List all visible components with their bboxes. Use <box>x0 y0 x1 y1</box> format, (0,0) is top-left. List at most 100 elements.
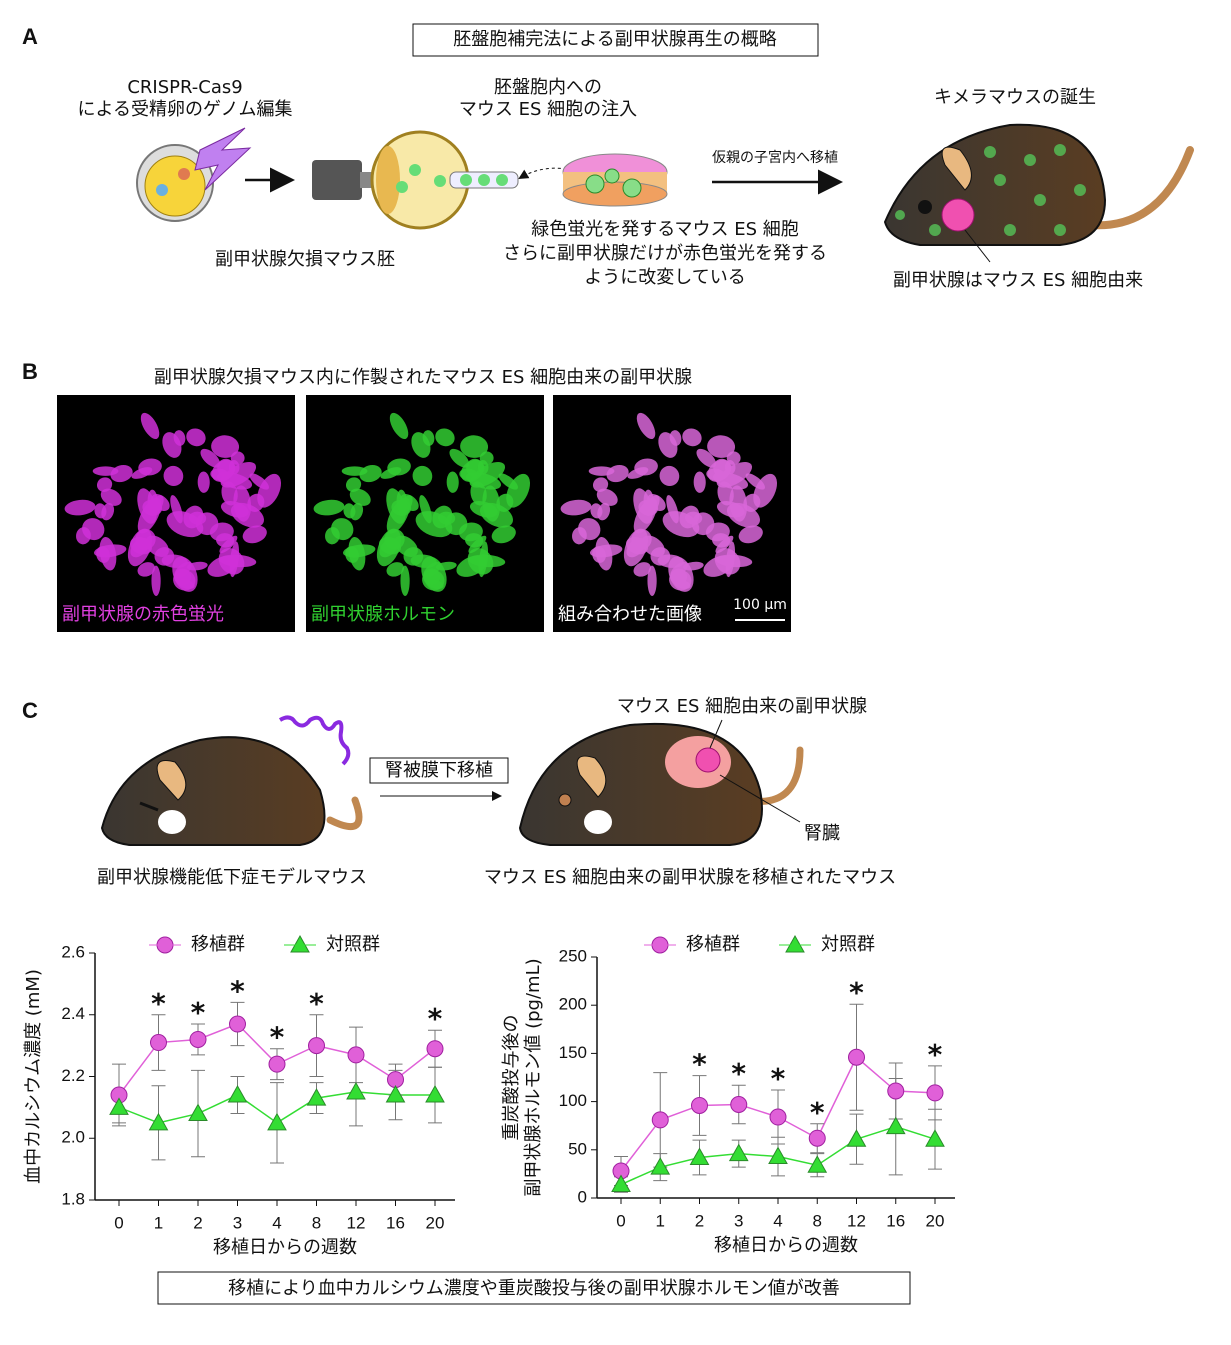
tissue <box>186 428 206 447</box>
marker <box>848 1048 865 1066</box>
tissue <box>151 565 161 597</box>
tissue <box>696 448 717 468</box>
marker <box>689 1147 710 1166</box>
tissue <box>623 528 648 567</box>
marker <box>189 1030 207 1048</box>
significance: * <box>810 1096 825 1129</box>
tissue <box>419 495 432 524</box>
eye <box>139 801 159 812</box>
y-tick-label: 1.8 <box>61 1189 85 1208</box>
tissue <box>682 428 702 447</box>
marker <box>650 1157 671 1175</box>
tissue <box>386 562 405 577</box>
tissue <box>636 412 656 439</box>
lightning <box>194 127 252 191</box>
y-axis-label: 副甲状腺ホルモン値 (pg/mL) <box>523 958 544 1196</box>
tissue <box>92 466 119 476</box>
tissue <box>467 548 494 575</box>
result-label: マウス ES 細胞由来の副甲状腺を移植されたマウス <box>484 866 896 888</box>
tissue <box>588 466 615 476</box>
x-tick-label: 12 <box>847 1211 866 1230</box>
step-label: 胚盤胞内への <box>494 77 602 98</box>
green-spots <box>895 144 1086 236</box>
tissue <box>313 499 345 516</box>
x-tick-label: 20 <box>926 1211 945 1230</box>
x-tick-label: 0 <box>114 1213 123 1232</box>
marker <box>728 1143 749 1162</box>
tissue <box>101 502 115 521</box>
transfer-label: 仮親の子宮内へ移植 <box>712 149 838 166</box>
significance: * <box>692 1048 707 1081</box>
tissue <box>380 467 402 479</box>
x-tick-label: 3 <box>233 1213 242 1232</box>
tissue <box>498 473 518 490</box>
tissue <box>249 473 269 490</box>
x-tick-label: 8 <box>312 1213 321 1232</box>
tissue <box>627 467 649 479</box>
tissue <box>592 546 606 563</box>
tissue <box>127 528 152 567</box>
marker <box>769 1108 787 1126</box>
tissue <box>633 562 652 577</box>
grafted-mouse <box>518 722 763 846</box>
tissue <box>131 467 153 479</box>
marker <box>308 1037 325 1055</box>
panel-letter: A <box>22 24 38 49</box>
tissue <box>396 489 408 515</box>
tissue <box>350 502 364 521</box>
tissue <box>743 493 761 512</box>
x-tick-label: 20 <box>426 1213 445 1232</box>
es-cell <box>434 175 446 187</box>
marker <box>229 1015 246 1033</box>
tissue <box>218 548 245 575</box>
x-tick-label: 3 <box>734 1211 743 1230</box>
y-tick-label: 2.2 <box>61 1066 85 1085</box>
procedure-label: 腎被膜下移植 <box>385 759 493 781</box>
es-cell <box>460 174 472 186</box>
tissue <box>228 460 240 475</box>
eye <box>558 793 572 807</box>
origin-label: 副甲状腺はマウス ES 細胞由来 <box>893 270 1143 291</box>
tissue <box>400 565 410 597</box>
tissue <box>745 473 765 490</box>
y-tick-label: 2.6 <box>61 942 85 961</box>
tissue <box>137 562 156 577</box>
tissue <box>659 465 680 487</box>
tissue <box>496 493 514 512</box>
note: 緑色蛍光を発するマウス ES 細胞 <box>531 219 799 240</box>
marker <box>425 1085 445 1103</box>
tissue <box>460 435 489 458</box>
tissue <box>705 522 730 542</box>
graft-label: マウス ES 細胞由来の副甲状腺 <box>617 696 867 717</box>
note: ように改変している <box>584 267 745 288</box>
tissue <box>666 495 679 524</box>
marker <box>807 1155 828 1173</box>
x-tick-label: 0 <box>616 1211 625 1230</box>
tissue <box>449 448 470 468</box>
tail <box>1086 146 1194 230</box>
step-label: CRISPR-Cas9 <box>127 77 242 98</box>
significance: * <box>230 974 245 1007</box>
y-tick-label: 250 <box>559 946 587 965</box>
parathyroid <box>941 198 975 232</box>
micrographs <box>57 395 791 632</box>
tissue <box>706 468 726 481</box>
tissue <box>197 471 210 493</box>
tissue <box>641 535 665 557</box>
x-tick-label: 1 <box>154 1213 163 1232</box>
marker <box>347 1046 365 1064</box>
y-axis-label: 重炭酸投与後の <box>501 1015 522 1141</box>
marker <box>148 1112 169 1131</box>
legend-label: 移植群 <box>686 933 740 955</box>
significance: * <box>849 976 864 1009</box>
tissue <box>82 518 105 541</box>
x-tick-label: 4 <box>272 1213 281 1232</box>
y-tick-label: 0 <box>578 1187 587 1206</box>
tissue <box>345 477 362 492</box>
cheek <box>158 810 186 834</box>
tissue <box>446 471 459 493</box>
tissue <box>211 435 240 458</box>
y-tick-label: 100 <box>559 1091 587 1110</box>
